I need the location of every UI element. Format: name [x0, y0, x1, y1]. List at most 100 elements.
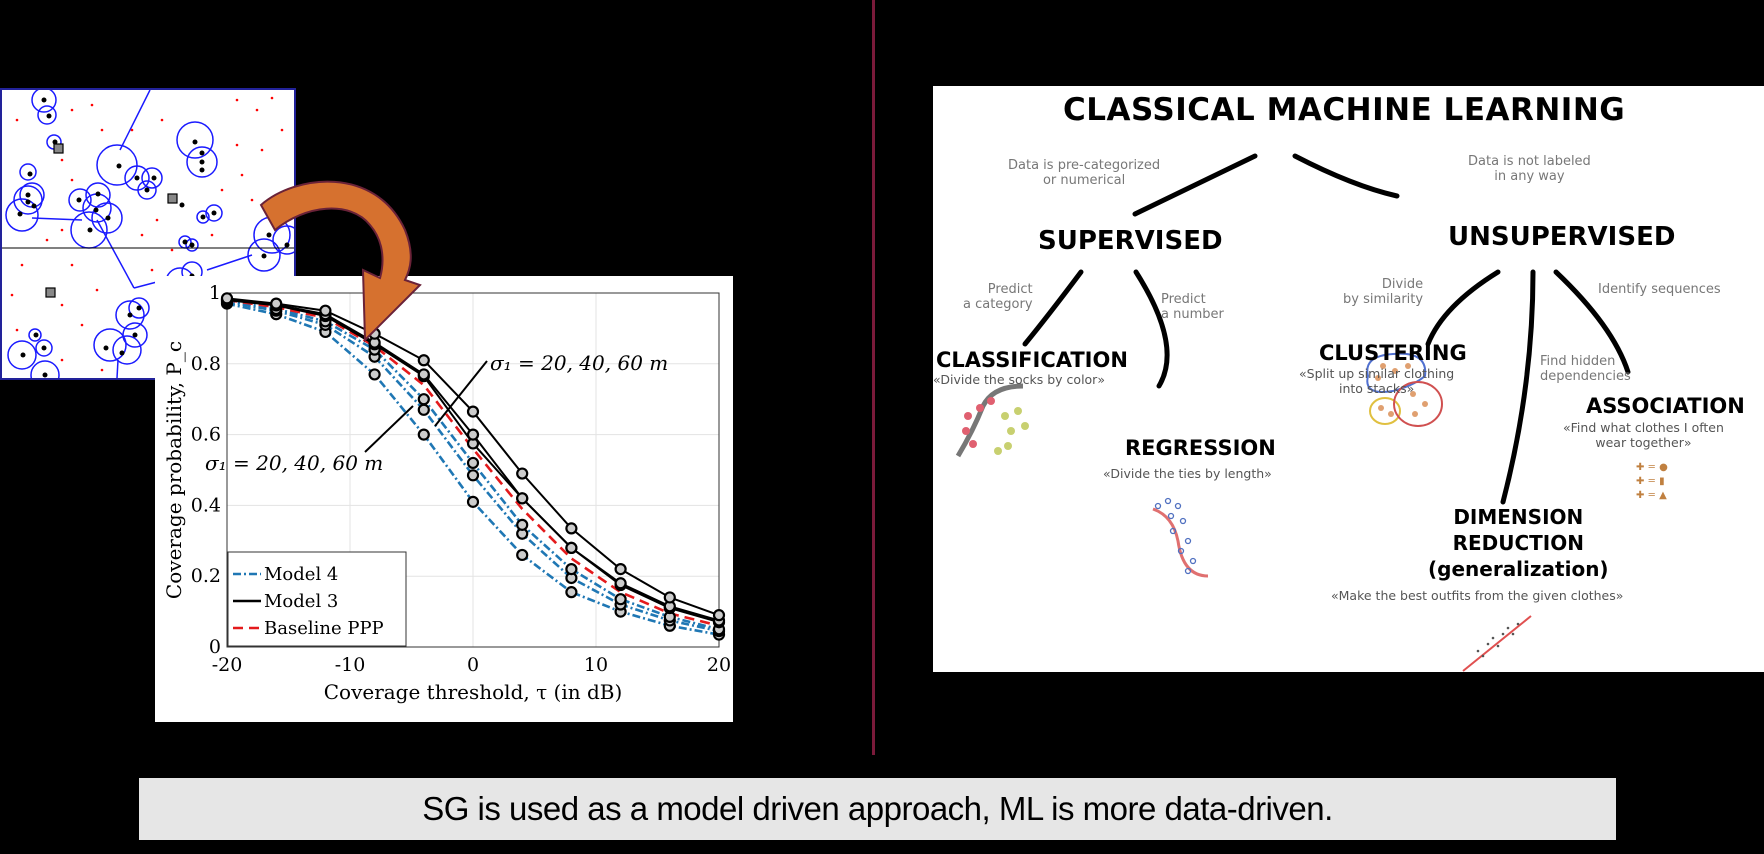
note-line: Find hidden	[1540, 354, 1616, 369]
data-marker	[663, 591, 676, 604]
data-marker	[417, 393, 430, 406]
annotation-arrow-lower	[364, 405, 414, 453]
series-line	[226, 298, 720, 628]
data-marker	[565, 586, 578, 599]
data-marker	[516, 518, 529, 531]
data-marker	[565, 522, 578, 535]
data-marker	[516, 492, 529, 505]
regression-edge-note: Predict a number	[1161, 292, 1224, 322]
note-line: Divide	[1381, 277, 1424, 292]
clustering-label: CLUSTERING	[1319, 341, 1467, 365]
data-marker	[466, 495, 480, 508]
series-line	[226, 302, 720, 636]
vertical-divider	[872, 0, 875, 755]
note-line: by similarity	[1343, 292, 1424, 307]
data-marker	[466, 456, 480, 470]
regression-example: «Divide the ties by length»	[1103, 466, 1272, 481]
clustering-example: «Split up similar clothing into stacks»	[1299, 366, 1454, 396]
quote-line: «Split up similar clothing	[1299, 366, 1455, 381]
data-marker	[565, 541, 578, 554]
data-marker	[614, 577, 627, 590]
x-tick-label: 10	[584, 654, 608, 676]
x-tick-label: 20	[707, 654, 731, 676]
quote-line: «Find what clothes I often	[1563, 420, 1724, 435]
curved-arrow-icon	[259, 180, 422, 343]
diagram-connectors: ✚ = ● ✚ = ▮ ✚ = ▲	[955, 153, 1668, 672]
y-axis-label: Coverage probability, P_c	[162, 341, 186, 599]
x-tick-label: -10	[335, 654, 366, 676]
classical-ml-diagram: ✚ = ● ✚ = ▮ ✚ = ▲ CLASSICAL MACHINE LEARNI…	[933, 86, 1764, 672]
caption-text: SG is used as a model driven approach, M…	[422, 790, 1333, 827]
note-line: Data is pre-categorized	[1008, 158, 1161, 173]
annotation-arrow-upper	[434, 360, 488, 427]
note-line: Predict	[987, 282, 1033, 297]
label-line: REDUCTION	[1452, 531, 1584, 555]
classification-edge-note: Predict a category	[963, 282, 1033, 312]
svg-text:✚ = ▮: ✚ = ▮	[1636, 476, 1665, 487]
data-marker	[565, 563, 578, 576]
quote-line: into stacks»	[1338, 381, 1415, 396]
quote-line: wear together»	[1595, 435, 1692, 450]
note-line: or numerical	[1042, 173, 1126, 188]
data-marker	[417, 428, 430, 441]
label-line: DIMENSION	[1453, 505, 1584, 529]
voronoi-tessellation-figure	[0, 87, 302, 390]
caption-banner: SG is used as a model driven approach, M…	[139, 778, 1616, 840]
note-line: in any way	[1494, 169, 1565, 184]
x-tick-label: 0	[467, 654, 479, 676]
association-label: ASSOCIATION	[1586, 394, 1745, 418]
svg-text:✚ = ●: ✚ = ●	[1636, 462, 1668, 473]
y-tick-label: 0.6	[191, 424, 221, 446]
label-line: (generalization)	[1428, 557, 1609, 581]
data-marker	[417, 403, 430, 416]
chart-legend: Model 4 Model 3 Baseline PPP	[227, 551, 407, 647]
coverage-probability-chart: -20 -10 0 10 20 0 0.2 0.4 0.6 0.8 1 Coverage thresh…	[155, 276, 733, 722]
dimension-reduction-example: «Make the best outfits from the given cl…	[1331, 588, 1624, 603]
supervised-edge-note: Data is pre-categorized or numerical	[1008, 158, 1160, 188]
note-line: dependencies	[1540, 369, 1631, 384]
plot-frame	[226, 292, 720, 648]
data-marker	[417, 368, 430, 381]
clustering-edge-note: Divide by similarity	[1343, 277, 1423, 307]
data-marker	[466, 405, 480, 418]
annotation-upper: σ₁ = 20, 40, 60 m	[490, 351, 668, 375]
data-marker	[516, 548, 529, 562]
association-example: «Find what clothes I often wear together…	[1563, 420, 1724, 450]
classification-label: CLASSIFICATION	[936, 348, 1128, 372]
annotation-lower: σ₁ = 20, 40, 60 m	[205, 451, 383, 475]
classification-example: «Divide the socks by color»	[933, 372, 1105, 387]
data-marker	[614, 563, 627, 576]
data-marker	[220, 292, 234, 305]
unsupervised-edge-note: Data is not labeled in any way	[1468, 154, 1591, 184]
note-line: Data is not labeled	[1468, 154, 1591, 169]
note-line: Predict	[1161, 292, 1206, 307]
data-marker	[614, 593, 627, 606]
x-tick-label: -20	[212, 654, 243, 676]
data-marker	[270, 297, 283, 310]
y-tick-label: 0.8	[191, 353, 221, 375]
data-marker	[319, 304, 332, 317]
association-edge-note: Identify sequences	[1598, 282, 1721, 297]
note-line: Identify sequences	[1598, 282, 1721, 297]
data-marker	[712, 609, 726, 622]
y-tick-label: 0.4	[191, 494, 221, 516]
voronoi-diagram	[2, 87, 302, 390]
data-marker	[466, 469, 480, 482]
series-line	[226, 300, 720, 633]
legend-label: Baseline PPP	[264, 618, 384, 639]
regression-label: REGRESSION	[1125, 436, 1276, 460]
data-marker	[466, 428, 480, 441]
data-marker	[417, 354, 430, 367]
supervised-label: SUPERVISED	[1038, 226, 1223, 256]
chart-canvas: -20 -10 0 10 20 0 0.2 0.4 0.6 0.8 1 Coverage thresh…	[162, 282, 731, 704]
dimension-reduction-edge-note: Find hidden dependencies	[1540, 354, 1631, 384]
y-tick-label: 0	[209, 636, 221, 658]
data-marker	[368, 368, 381, 381]
diagram-title: CLASSICAL MACHINE LEARNING	[1063, 92, 1626, 128]
note-line: a number	[1161, 307, 1224, 322]
y-tick-label: 1	[209, 282, 221, 304]
legend-label: Model 4	[264, 564, 338, 585]
unsupervised-label: UNSUPERVISED	[1448, 222, 1676, 252]
y-tick-label: 0.2	[191, 565, 221, 587]
note-line: a category	[963, 297, 1033, 312]
